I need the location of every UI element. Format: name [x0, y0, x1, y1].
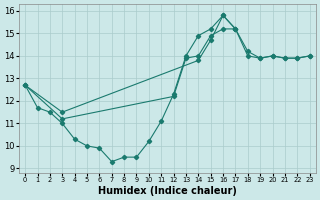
X-axis label: Humidex (Indice chaleur): Humidex (Indice chaleur) [98, 186, 237, 196]
